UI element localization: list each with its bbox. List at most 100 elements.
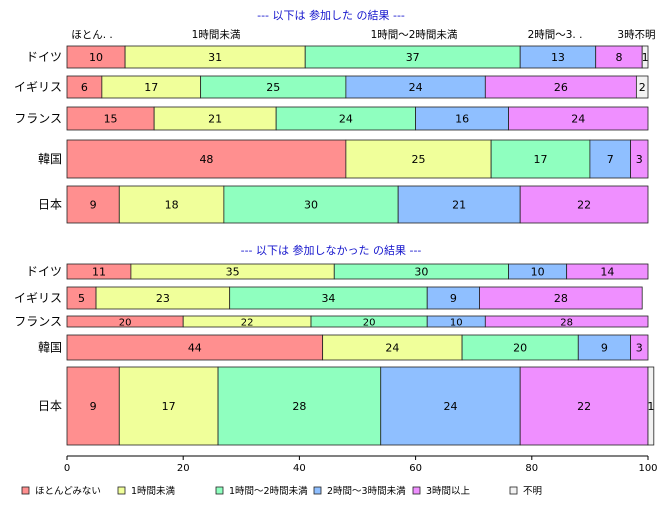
data-label: 30 xyxy=(414,266,428,279)
bar-segment xyxy=(345,139,492,179)
bar-segment xyxy=(479,286,643,310)
bar-segment xyxy=(519,366,649,446)
data-label: 3 xyxy=(636,342,643,355)
row-label: イギリス xyxy=(14,291,62,305)
data-label: 28 xyxy=(554,292,568,305)
data-label: 24 xyxy=(409,81,423,94)
data-label: 25 xyxy=(266,81,280,94)
bar-segment xyxy=(118,185,225,224)
bar-segment xyxy=(484,315,649,328)
legend-swatch xyxy=(412,486,421,495)
data-label: 17 xyxy=(144,81,158,94)
data-label: 9 xyxy=(601,342,608,355)
data-label: 28 xyxy=(560,317,573,328)
data-label: 21 xyxy=(452,199,466,212)
data-label: 1 xyxy=(647,400,654,413)
panel-title: --- 以下は 参加した の結果 --- xyxy=(257,8,405,22)
data-label: 24 xyxy=(443,400,457,413)
column-header: 不明 xyxy=(635,29,656,41)
bar-segment xyxy=(223,185,399,224)
bar-segment xyxy=(490,139,591,179)
data-label: 34 xyxy=(321,292,335,305)
bar-segment xyxy=(630,334,649,361)
row-label: フランス xyxy=(14,315,62,329)
data-label: 35 xyxy=(226,266,240,279)
data-label: 30 xyxy=(304,199,318,212)
column-header: 1時間〜2時間未満 xyxy=(371,29,458,41)
data-label: 9 xyxy=(450,292,457,305)
row-label: 日本 xyxy=(38,399,62,413)
row-label: ドイツ xyxy=(26,265,62,279)
data-label: 28 xyxy=(292,400,306,413)
data-label: 10 xyxy=(531,266,545,279)
data-label: 11 xyxy=(92,266,106,279)
row-label: イギリス xyxy=(14,80,62,94)
x-tick-label: 0 xyxy=(64,463,70,474)
data-label: 9 xyxy=(90,199,97,212)
data-label: 2 xyxy=(639,81,646,94)
data-label: 15 xyxy=(104,113,118,126)
x-tick-label: 80 xyxy=(525,463,538,474)
bar-segment xyxy=(647,366,655,446)
legend-swatch xyxy=(21,486,30,495)
column-header: 2時間〜3. . xyxy=(528,29,583,41)
x-tick-label: 40 xyxy=(293,463,306,474)
data-label: 22 xyxy=(577,400,591,413)
data-label: 16 xyxy=(455,113,469,126)
bar-segment xyxy=(519,185,649,224)
bar-segment xyxy=(217,366,382,446)
data-label: 18 xyxy=(165,199,179,212)
row-label: 韓国 xyxy=(38,341,62,355)
column-header: 3時. . xyxy=(617,29,644,41)
legend-label: 2時間〜3時間未満 xyxy=(327,485,406,497)
bar-segment xyxy=(635,75,649,99)
bar-segment xyxy=(508,106,649,131)
data-label: 3 xyxy=(636,153,643,166)
bar-segment xyxy=(322,334,463,361)
legend-label: 3時間以上 xyxy=(426,486,471,497)
bar-segment xyxy=(66,366,120,446)
bar-segment xyxy=(577,334,631,361)
data-label: 31 xyxy=(208,51,222,64)
bar-segment xyxy=(589,139,631,179)
row-label: 韓国 xyxy=(38,152,62,166)
data-label: 7 xyxy=(607,153,614,166)
data-label: 1 xyxy=(642,51,649,64)
legend-label: ほとんどみない xyxy=(35,486,101,497)
x-tick-label: 100 xyxy=(638,463,657,474)
data-label: 22 xyxy=(577,199,591,212)
data-label: 25 xyxy=(412,153,426,166)
x-tick-label: 20 xyxy=(177,463,190,474)
data-label: 23 xyxy=(156,292,170,305)
data-label: 17 xyxy=(162,400,176,413)
legend-swatch xyxy=(215,486,224,495)
data-label: 21 xyxy=(208,113,222,126)
column-header: ほとん. . xyxy=(71,29,113,41)
legend-swatch xyxy=(509,486,518,495)
data-label: 9 xyxy=(90,400,97,413)
legend-swatch xyxy=(117,486,126,495)
row-label: フランス xyxy=(14,112,62,126)
data-label: 48 xyxy=(199,153,213,166)
data-label: 20 xyxy=(363,317,376,328)
data-label: 22 xyxy=(241,317,254,328)
column-header: 1時間未満 xyxy=(192,29,241,41)
bar-segment xyxy=(641,45,649,69)
data-label: 17 xyxy=(534,153,548,166)
bar-segment xyxy=(66,185,120,224)
bar-segment xyxy=(630,139,649,179)
bar-segment xyxy=(566,263,649,280)
data-label: 20 xyxy=(513,342,527,355)
data-label: 24 xyxy=(571,113,585,126)
bar-segment xyxy=(380,366,521,446)
row-label: 日本 xyxy=(38,198,62,212)
data-label: 10 xyxy=(89,51,103,64)
legend-label: 1時間未満 xyxy=(131,485,176,497)
legend-label: 1時間〜2時間未満 xyxy=(229,485,308,497)
bar-segment xyxy=(66,139,347,179)
data-label: 8 xyxy=(615,51,622,64)
data-label: 6 xyxy=(81,81,88,94)
data-label: 24 xyxy=(339,113,353,126)
legend-swatch xyxy=(313,486,322,495)
